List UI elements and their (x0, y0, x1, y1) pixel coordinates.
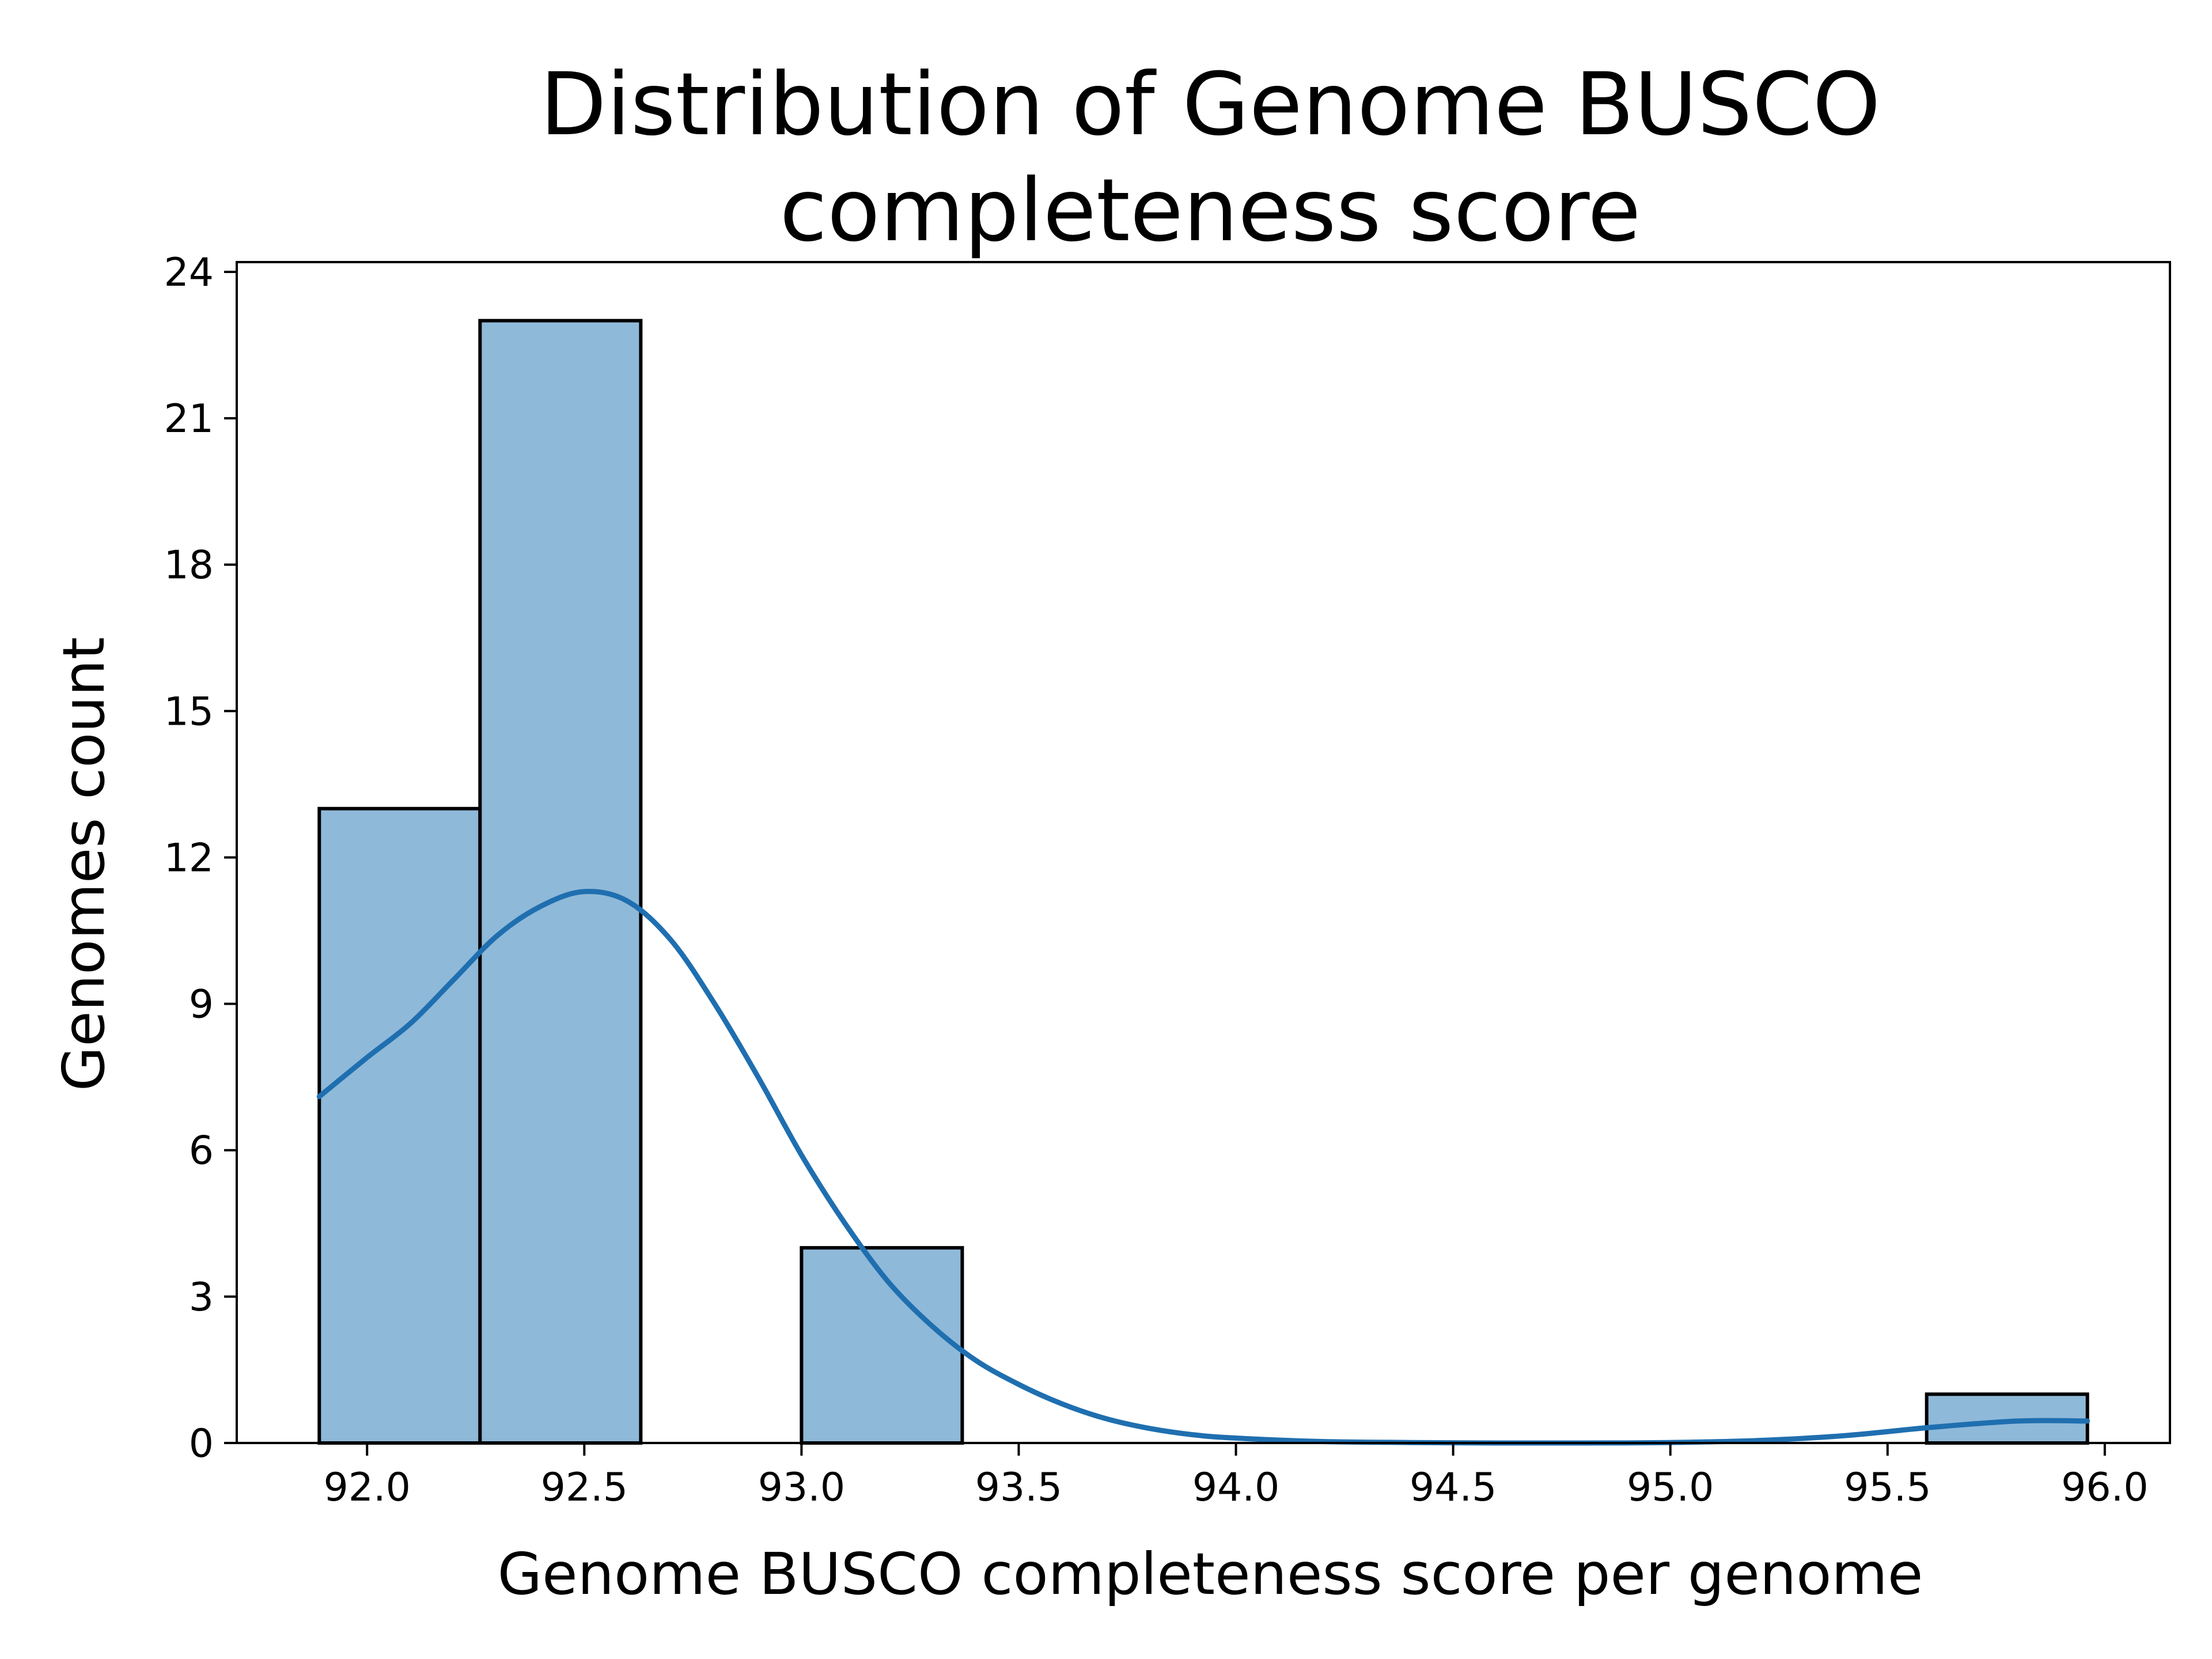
y-tick-label-7: 21 (164, 396, 214, 442)
y-tick-label-8: 24 (164, 250, 214, 296)
y-tick-label-6: 18 (164, 543, 214, 588)
x-tick-label-4: 94.0 (1192, 1465, 1279, 1510)
y-tick-label-5: 15 (164, 689, 214, 734)
y-tick-label-3: 9 (189, 982, 214, 1028)
x-tick-label-6: 95.0 (1627, 1465, 1714, 1510)
x-tick-label-0: 92.0 (324, 1465, 411, 1510)
x-tick-label-2: 93.0 (758, 1465, 845, 1510)
x-axis-label: Genome BUSCO completeness score per geno… (498, 1540, 1923, 1608)
y-tick-label-2: 6 (189, 1128, 214, 1174)
y-axis-ticks: 0 3 6 9 12 15 18 21 24 (164, 250, 237, 1467)
plot-frame (236, 261, 2171, 1444)
x-tick-label-8: 96.0 (2061, 1465, 2148, 1510)
chart-title-line-1: Distribution of Genome BUSCO (540, 55, 1880, 155)
y-tick-label-1: 3 (189, 1275, 214, 1320)
chart-title: Distribution of Genome BUSCO completenes… (540, 55, 1880, 261)
y-tick-label-4: 12 (164, 835, 214, 881)
x-tick-label-3: 93.5 (975, 1465, 1062, 1510)
histogram-bar-3 (800, 1246, 964, 1445)
y-tick-label-0: 0 (189, 1421, 214, 1467)
histogram-bars (317, 319, 2089, 1445)
x-tick-label-7: 95.5 (1844, 1465, 1931, 1510)
y-axis-label: Genomes count (50, 637, 118, 1092)
histogram-bar-0 (317, 806, 482, 1445)
x-tick-label-5: 94.5 (1410, 1465, 1497, 1510)
x-axis-ticks: 92.0 92.5 93.0 93.5 94.0 94.5 95.0 95.5 96.0 (324, 1443, 2149, 1510)
axes-spines (236, 261, 2171, 1444)
histogram-bar-1 (478, 319, 643, 1445)
chart-title-line-2: completeness score (779, 161, 1641, 261)
x-tick-label-1: 92.5 (541, 1465, 628, 1510)
